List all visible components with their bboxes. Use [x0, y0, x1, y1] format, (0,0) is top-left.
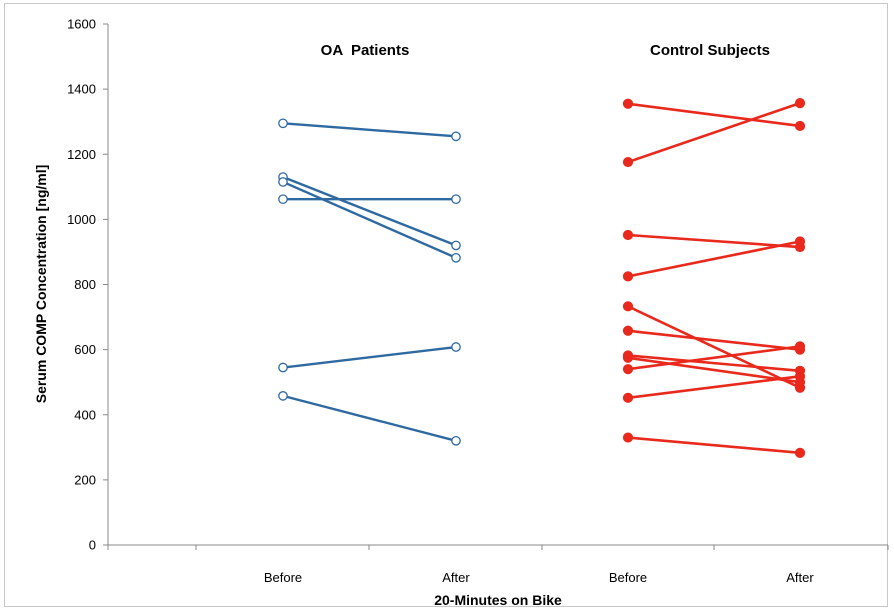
data-point — [794, 98, 806, 109]
data-point — [451, 131, 461, 142]
x-tick-label: After — [442, 570, 470, 585]
x-axis-title: 20-Minutes on Bike — [434, 592, 562, 608]
data-point — [622, 364, 634, 375]
data-point — [622, 98, 634, 109]
data-point — [622, 156, 634, 168]
data-point — [794, 120, 806, 132]
data-point — [278, 194, 288, 205]
y-tick-label: 1600 — [67, 17, 96, 32]
chart-frame — [4, 3, 888, 607]
data-point — [451, 240, 461, 251]
series-layer — [278, 98, 806, 458]
series-line — [282, 394, 457, 442]
y-axis-title: Serum COMP Concentration [ng/ml] — [33, 165, 49, 404]
axes: 0 200 400 600 800 1000 1200 1400 1600 Before After… — [67, 17, 889, 585]
group-title-oa: OA Patients — [321, 42, 410, 59]
series-line — [627, 375, 801, 400]
series-line — [627, 436, 801, 455]
series-line — [627, 345, 801, 371]
y-tick-label: 600 — [74, 342, 96, 357]
data-point — [278, 177, 288, 187]
x-tick-label: Before — [264, 570, 302, 585]
y-tick-label: 200 — [74, 472, 96, 487]
y-tick-label: 800 — [74, 277, 96, 292]
series-line — [627, 102, 801, 128]
data-point — [622, 432, 634, 443]
y-tick-label: 1200 — [67, 147, 96, 162]
data-point — [278, 391, 288, 401]
series-line — [627, 233, 801, 249]
series-line — [282, 345, 457, 369]
y-tick-label: 0 — [89, 538, 96, 553]
data-point — [622, 271, 634, 282]
data-point — [451, 194, 461, 205]
x-tick-label: Before — [609, 570, 647, 585]
series-line — [627, 354, 801, 373]
y-tick-label: 1000 — [67, 212, 96, 227]
data-point — [622, 352, 634, 363]
series-line — [282, 175, 457, 247]
data-point — [622, 229, 634, 241]
series-line — [282, 122, 457, 138]
series-line — [627, 356, 801, 384]
series-line — [627, 329, 801, 351]
x-tick-label: After — [786, 570, 814, 585]
series-line — [627, 305, 801, 389]
series-line — [282, 180, 457, 259]
series-line — [627, 240, 801, 278]
y-tick-label: 1400 — [67, 82, 96, 97]
y-tick-label: 400 — [74, 407, 96, 422]
data-point — [794, 447, 806, 458]
data-point — [451, 342, 461, 352]
data-point — [622, 301, 634, 312]
data-point — [794, 341, 806, 352]
data-point — [622, 325, 634, 336]
series-line — [627, 101, 801, 164]
data-point — [451, 435, 461, 446]
data-point — [278, 362, 288, 373]
group-title-control: Control Subjects — [650, 42, 770, 59]
data-point — [451, 252, 461, 263]
data-point — [794, 371, 806, 382]
data-point — [278, 118, 288, 129]
data-point — [794, 236, 806, 247]
data-point — [622, 392, 634, 403]
